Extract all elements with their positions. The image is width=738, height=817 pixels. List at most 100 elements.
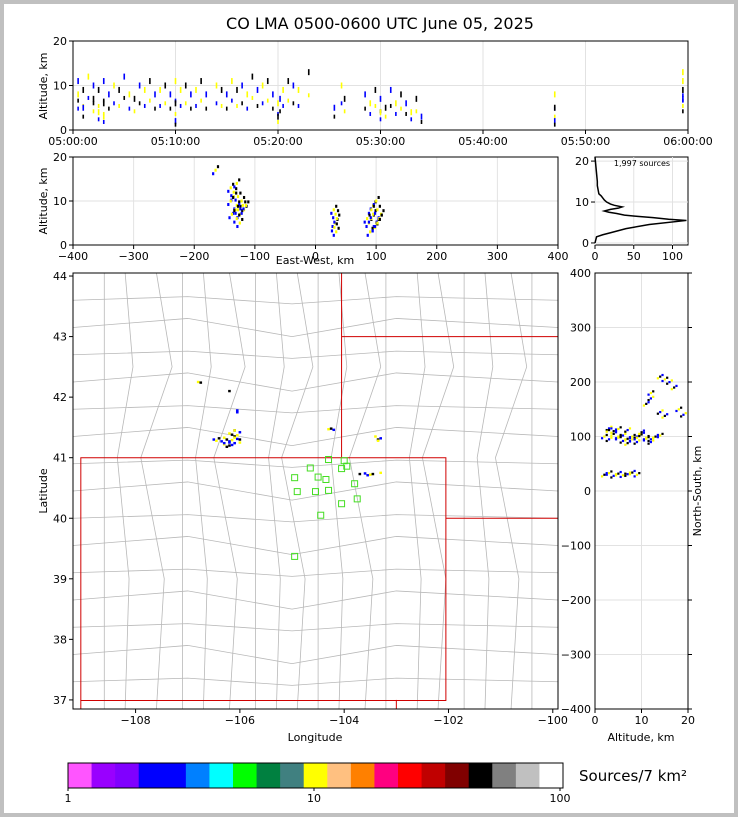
data-point [238,213,241,217]
county-line [72,459,559,468]
data-point [184,101,187,106]
data-point [617,472,620,475]
county-line [72,590,559,610]
data-point [666,413,669,416]
county-line [72,405,559,414]
data-point [235,437,239,441]
data-point [233,207,236,211]
station-marker [317,511,325,519]
data-point [654,435,657,438]
data-point [656,412,659,415]
data-point [330,229,334,233]
data-point [626,442,629,445]
data-point [272,91,274,98]
data-point [682,86,684,93]
x-tick-label: 05:30:00 [356,135,405,148]
data-point [659,410,662,414]
data-point [232,190,235,194]
data-point [619,470,622,474]
x-tick-label: 10 [635,714,649,727]
plan-view-map-panel: −108 −106 −104 −102 −100 37 38 39 40 41 42 43 44 Lati… [37,270,568,744]
data-point [77,78,79,85]
data-point [133,95,136,102]
data-point [640,433,643,436]
data-point [663,414,666,417]
data-point [612,432,615,435]
data-point [675,384,678,388]
county-line [72,372,559,392]
data-point [673,386,676,389]
x-tick-label: −100 [240,250,270,263]
y-tick-label: 10 [53,195,67,208]
data-point [374,86,377,93]
data-point [272,106,274,111]
map-frame [72,272,559,710]
data-point [621,434,625,437]
x-tick-label: −106 [225,714,255,727]
data-point [233,429,236,432]
data-point [216,165,220,169]
data-point [614,474,618,477]
y-tick-label: 0 [582,237,589,250]
data-point [372,225,375,229]
data-point [645,402,648,405]
y-tick-label: 200 [570,376,591,389]
data-point [233,185,236,189]
data-point [307,93,310,98]
x-tick-label: −104 [329,714,359,727]
data-point [205,106,208,111]
data-point [610,425,613,428]
county-line [476,272,494,710]
data-point [228,216,231,220]
data-point [154,91,156,98]
data-point [656,436,659,439]
station-marker [325,456,333,464]
data-point [675,409,678,413]
data-point [138,82,141,89]
data-point [82,86,85,93]
altitude-histogram-panel: 0 50 100 0 10 20 1,997 sources [575,155,689,263]
data-point [215,82,218,89]
county-line [72,677,559,686]
data-point [242,195,246,199]
data-point [684,412,687,415]
ew-altitude-panel: −400 −300 −200 −100 0 100 200 300 400 0 10 20Altitu… [37,151,569,267]
data-point [363,472,367,475]
source-count-label: 1,997 sources [614,159,670,168]
data-point [553,114,556,119]
data-point [230,438,234,442]
data-point [389,86,392,93]
y-tick-label: 38 [53,633,67,646]
data-point [645,437,648,440]
data-point [297,103,300,108]
x-tick-label: 100 [662,250,683,263]
data-point [238,431,242,434]
x-tick-label: 0 [592,714,599,727]
data-point [212,438,216,441]
data-point [659,434,662,437]
data-point [368,213,371,217]
data-point [200,98,202,103]
colorado-border [80,457,447,702]
data-point [338,213,341,217]
data-point [261,101,264,106]
data-point [649,397,652,400]
data-point [246,91,249,98]
data-point [164,101,167,106]
data-point [238,200,241,204]
data-point [92,109,95,114]
colorbar-swatch [68,763,93,788]
data-point [241,82,243,89]
data-point [220,440,223,443]
data-point [656,433,659,437]
data-point [337,226,340,230]
y-tick-label: −300 [561,649,591,662]
data-point [365,225,368,229]
data-point [621,474,625,477]
y-tick-label: −100 [561,540,591,553]
x-tick-label: 20 [681,714,695,727]
data-point [292,82,295,89]
data-point [102,111,105,116]
data-point [239,207,242,211]
data-point [410,109,413,116]
